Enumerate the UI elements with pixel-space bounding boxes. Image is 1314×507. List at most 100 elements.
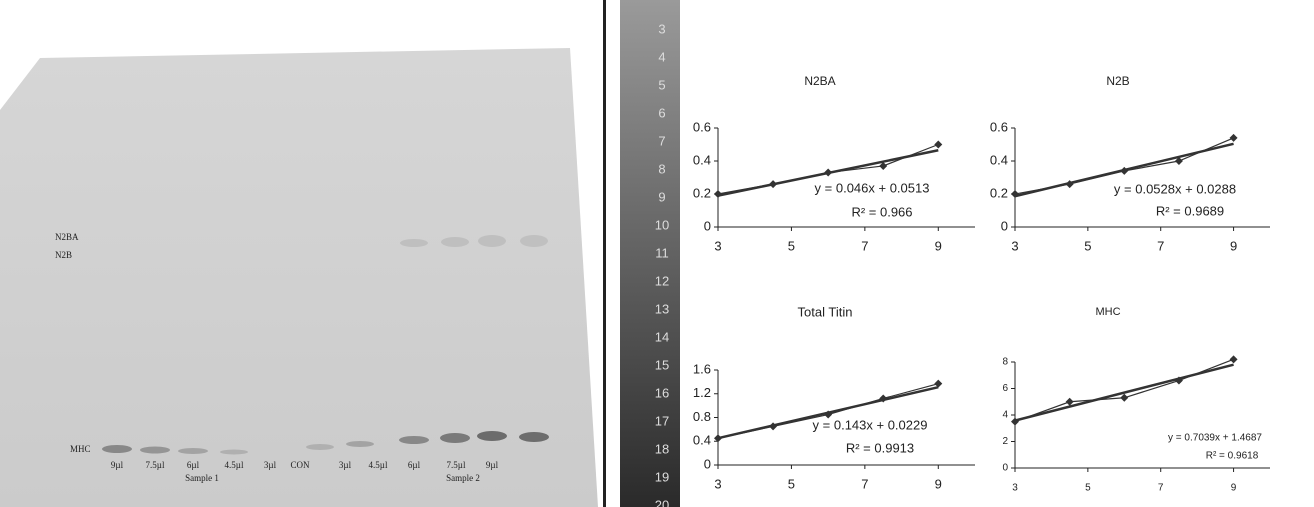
scale-number: 4 — [658, 49, 665, 64]
x-tick-label: 9 — [1231, 483, 1237, 494]
trendline — [1014, 363, 1234, 422]
y-tick-label: 0.2 — [693, 185, 711, 200]
scale-number: 5 — [658, 77, 665, 92]
data-point — [1120, 393, 1129, 402]
chart-title: N2BA — [804, 74, 835, 88]
lane-label: 6µl — [187, 460, 200, 470]
divider — [603, 0, 606, 507]
x-tick-label: 9 — [935, 238, 942, 253]
scale-number: 15 — [655, 357, 669, 372]
r-squared: R² = 0.9618 — [1206, 451, 1259, 462]
data-point — [1174, 157, 1183, 165]
y-tick-label: 1.2 — [693, 385, 711, 400]
data-point — [824, 168, 833, 177]
band-label: N2BA — [55, 232, 79, 242]
gel — [0, 48, 598, 507]
data-point — [1174, 376, 1183, 385]
data-point — [879, 394, 888, 403]
scale-number: 12 — [655, 273, 669, 288]
lane-label: 3µl — [264, 460, 277, 470]
x-tick-label: 5 — [788, 476, 795, 491]
y-tick-label: 0.6 — [693, 119, 711, 134]
data-point — [1065, 180, 1074, 189]
y-tick-label: 0.4 — [693, 152, 711, 167]
data-point — [879, 161, 888, 170]
data-point — [769, 180, 778, 189]
x-tick-label: 3 — [1012, 483, 1018, 494]
scale-number: 17 — [655, 413, 669, 428]
equation: y = 0.0528x + 0.0288 — [1114, 181, 1236, 196]
r-squared: R² = 0.9689 — [1156, 203, 1224, 218]
scale-number: 9 — [658, 189, 665, 204]
x-tick-label: 5 — [788, 238, 795, 253]
y-tick-label: 6 — [1002, 383, 1008, 394]
chart-title: Total Titin — [798, 304, 853, 319]
lane-label: CON — [290, 460, 310, 470]
lane-label: 4.5µl — [369, 460, 388, 470]
y-tick-label: 8 — [1002, 357, 1008, 368]
data-point — [714, 434, 722, 443]
scale-number: 14 — [655, 329, 669, 344]
band-label: N2B — [55, 250, 72, 260]
chart-title: MHC — [1095, 306, 1120, 318]
lane-label: 6µl — [408, 460, 421, 470]
data-point — [934, 379, 943, 388]
data-point — [1065, 397, 1074, 406]
equation: y = 0.143x + 0.0229 — [813, 417, 928, 432]
y-tick-label: 0 — [704, 456, 711, 471]
data-point — [769, 422, 778, 431]
y-tick-label: 0.2 — [990, 185, 1008, 200]
group-label: Sample 1 — [185, 473, 219, 483]
x-tick-label: 3 — [714, 238, 721, 253]
data-point — [1120, 166, 1129, 175]
x-tick-label: 7 — [1158, 483, 1164, 494]
data-point — [1011, 417, 1019, 426]
scale-number: 3 — [658, 21, 665, 36]
y-tick-label: 1.6 — [693, 361, 711, 376]
lane-label: 9µl — [486, 460, 499, 470]
scale-number: 20 — [655, 497, 669, 507]
x-tick-label: 3 — [1011, 238, 1018, 253]
lane-label: 9µl — [111, 460, 124, 470]
data-point — [1011, 190, 1019, 198]
gel-bands — [102, 235, 549, 455]
equation: y = 0.046x + 0.0513 — [815, 180, 930, 195]
x-tick-label: 9 — [935, 476, 942, 491]
data-point — [1229, 355, 1238, 364]
y-tick-label: 0 — [1001, 218, 1008, 233]
x-tick-label: 3 — [714, 476, 721, 491]
x-tick-label: 9 — [1230, 238, 1237, 253]
data-point — [824, 410, 833, 419]
chart-title: N2B — [1106, 74, 1129, 88]
y-tick-label: 0.4 — [693, 433, 711, 448]
scale-number: 8 — [658, 161, 665, 176]
scale-number: 13 — [655, 301, 669, 316]
lane-label: 3µl — [339, 460, 352, 470]
x-tick-label: 5 — [1084, 238, 1091, 253]
band-label: MHC — [70, 444, 91, 454]
scale-number: 7 — [658, 133, 665, 148]
y-tick-label: 2 — [1002, 436, 1008, 447]
x-tick-label: 7 — [861, 476, 868, 491]
x-tick-label: 7 — [861, 238, 868, 253]
scale-number: 19 — [655, 469, 669, 484]
lane-label: 4.5µl — [225, 460, 244, 470]
scale-number: 10 — [655, 217, 669, 232]
data-point — [934, 140, 943, 149]
y-tick-label: 0 — [704, 218, 711, 233]
data-point — [1229, 133, 1238, 142]
scale-strip — [620, 0, 680, 507]
data-point — [714, 190, 722, 198]
x-tick-label: 7 — [1157, 238, 1164, 253]
y-tick-label: 4 — [1002, 410, 1008, 421]
y-tick-label: 0.6 — [990, 119, 1008, 134]
y-tick-label: 0 — [1002, 463, 1008, 474]
equation: y = 0.7039x + 1.4687 — [1168, 433, 1262, 444]
r-squared: R² = 0.966 — [851, 204, 912, 219]
scale-number: 11 — [655, 245, 669, 260]
r-squared: R² = 0.9913 — [846, 440, 914, 455]
y-tick-label: 0.4 — [990, 152, 1008, 167]
group-label: Sample 2 — [446, 473, 480, 483]
